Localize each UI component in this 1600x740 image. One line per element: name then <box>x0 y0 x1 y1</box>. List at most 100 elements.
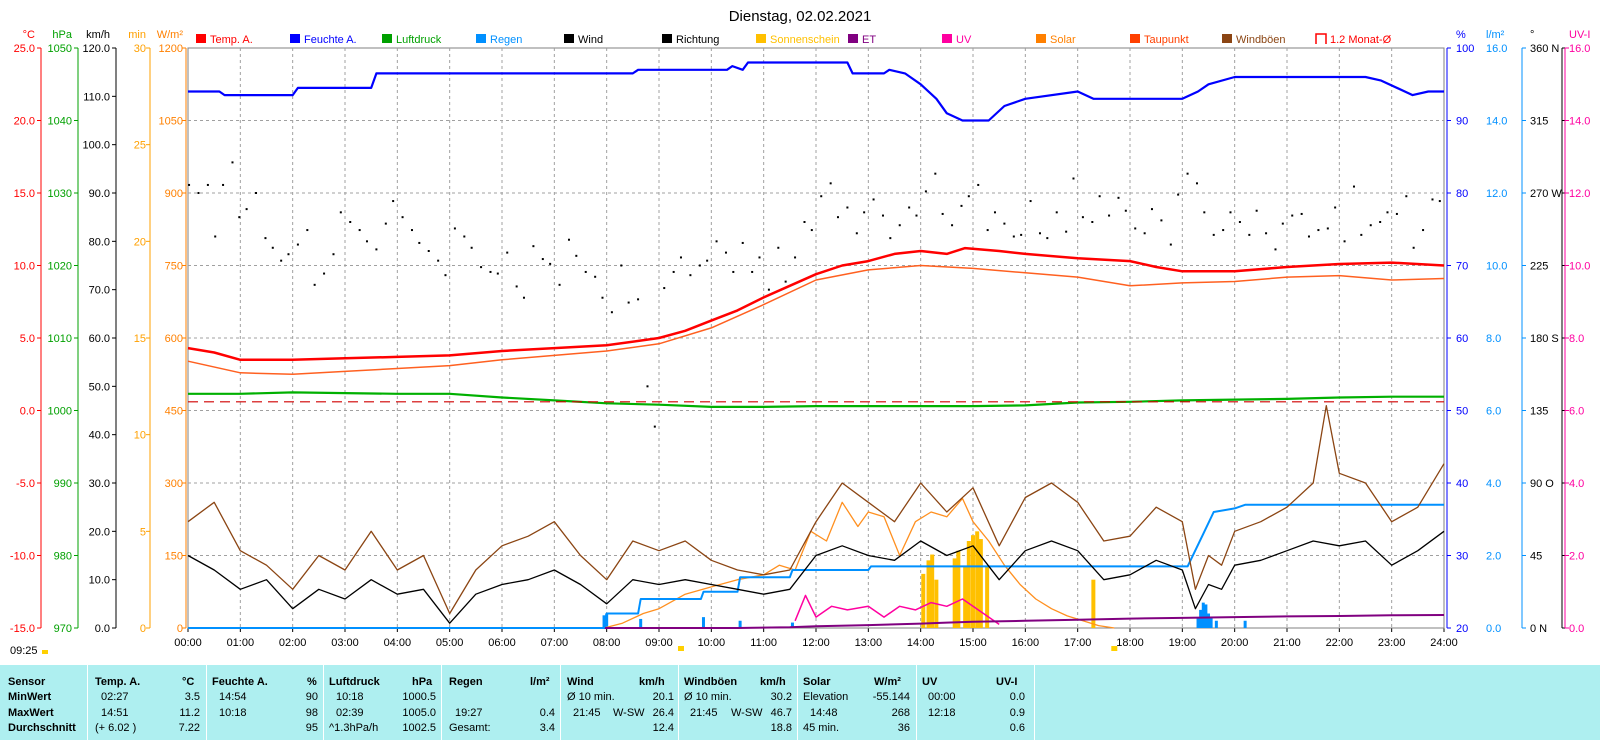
temp-unit: °C <box>182 676 195 688</box>
direction-point <box>977 183 980 186</box>
pressure-axis-tick-label: 1030 <box>48 188 72 200</box>
direction-point <box>245 208 248 211</box>
wind-axis-tick-label: 40.0 <box>89 430 110 442</box>
wind-min: 20.1 <box>652 691 674 703</box>
legend-swatch <box>290 34 300 43</box>
row-label-min: MinWert <box>8 691 52 703</box>
direction-point <box>1169 243 1172 246</box>
pressure-axis-unit: hPa <box>52 29 72 41</box>
uv-axis-tick-label: 2.0 <box>1569 551 1584 563</box>
chart-series <box>187 61 1445 629</box>
legend-swatch <box>1036 34 1046 43</box>
humidity-axis-tick-label: 40 <box>1456 478 1468 490</box>
gusts-min-label: Ø 10 min. <box>684 691 732 703</box>
humidity-avg: 95 <box>305 722 318 734</box>
direction-point <box>392 200 395 203</box>
legend-swatch <box>1222 34 1232 43</box>
rain-bar <box>1207 613 1210 628</box>
uv-axis-tick-label: 4.0 <box>1569 478 1584 490</box>
x-tick-label: 00:00 <box>174 637 202 649</box>
legend-swatch <box>662 34 672 43</box>
solar-title: Solar <box>803 676 831 688</box>
wind-unit: km/h <box>639 676 665 688</box>
legend-label: Taupunkt <box>1144 34 1189 46</box>
direction-point <box>444 274 447 277</box>
pressure-axis-tick-label: 1040 <box>48 116 72 128</box>
sunshine-bar <box>963 566 968 628</box>
direction-point <box>1291 214 1294 217</box>
direction-point <box>1395 212 1398 215</box>
rain-unit: l/m² <box>530 676 550 688</box>
wind-axis-tick-label: 100.0 <box>82 140 110 152</box>
direction-point <box>1117 196 1120 199</box>
direction-point <box>584 270 587 273</box>
direction-point <box>506 251 509 254</box>
current-time-label: 09:25 <box>10 645 38 657</box>
direction-point <box>627 301 630 304</box>
pressure-axis-tick-label: 1000 <box>48 406 72 418</box>
solar-axis-unit: W/m² <box>157 29 184 41</box>
wind-axis-tick-label: 90.0 <box>89 188 110 200</box>
direction-point <box>515 285 518 288</box>
pressure-unit: hPa <box>412 676 433 688</box>
direction-point <box>846 206 849 209</box>
direction-point <box>1307 235 1310 238</box>
direction-point <box>689 274 692 277</box>
solar-axis-tick-label: 300 <box>165 478 183 490</box>
humidity-axis-tick-label: 70 <box>1456 261 1468 273</box>
rain-axis-tick-label: 16.0 <box>1486 43 1507 55</box>
direction-point <box>1038 232 1041 235</box>
direction-point <box>855 232 858 235</box>
x-tick-label: 16:00 <box>1012 637 1040 649</box>
x-tick-label: 10:00 <box>698 637 726 649</box>
x-tick-label: 03:00 <box>331 637 359 649</box>
direction-point <box>1422 229 1425 232</box>
wind-avg: 12.4 <box>652 722 674 734</box>
legend-label: ET <box>862 34 876 46</box>
x-tick-label: 17:00 <box>1064 637 1092 649</box>
sunshine-axis-tick-label: 15 <box>134 333 146 345</box>
rain-bar <box>1196 617 1200 628</box>
sunshine-axis-tick-label: 5 <box>140 526 146 538</box>
legend-label: Richtung <box>676 34 719 46</box>
direction-axis-tick-label: 0 N <box>1530 623 1547 635</box>
series-line-luftdruck <box>188 391 1444 408</box>
direction-point <box>679 256 682 259</box>
solar-axis-tick-label: 450 <box>165 406 183 418</box>
direction-point <box>1238 221 1241 223</box>
direction-point <box>1098 195 1101 198</box>
direction-point <box>715 240 718 243</box>
direction-point <box>698 264 701 267</box>
temp-axis-tick-label: 0.0 <box>20 406 35 418</box>
temp-axis-unit: °C <box>23 29 35 41</box>
pressure-axis-tick-label: 1020 <box>48 261 72 273</box>
rain-axis-tick-label: 12.0 <box>1486 188 1507 200</box>
direction-point <box>758 256 761 259</box>
x-tick-label: 24:00 <box>1430 637 1458 649</box>
series-line-solar <box>603 497 1115 629</box>
temp-axis-tick-label: -5.0 <box>16 478 35 490</box>
humidity-axis-tick-label: 30 <box>1456 551 1468 563</box>
direction-point <box>238 216 241 219</box>
rain-axis-tick-label: 0.0 <box>1486 623 1501 635</box>
direction-point <box>1326 227 1329 230</box>
wind-axis-tick-label: 80.0 <box>89 236 110 248</box>
rain-bar <box>1209 617 1213 628</box>
direction-axis-tick-label: 45 <box>1530 551 1542 563</box>
direction-point <box>1274 248 1277 251</box>
sunshine-bar <box>978 539 983 628</box>
direction-point <box>594 275 597 278</box>
x-tick-label: 07:00 <box>541 637 569 649</box>
direction-point <box>1412 246 1415 249</box>
legend-swatch <box>382 34 392 43</box>
solar-axis-tick-label: 900 <box>165 188 183 200</box>
direction-axis-unit: ° <box>1530 29 1534 41</box>
solar-axis-tick-label: 1050 <box>159 116 183 128</box>
sunset-marker <box>1111 646 1118 651</box>
series-line-temp-a <box>187 246 1445 362</box>
direction-point <box>437 259 440 262</box>
direction-point <box>1020 233 1023 236</box>
solar-axis-tick-label: 600 <box>165 333 183 345</box>
direction-point <box>470 246 473 249</box>
legend-label: Sonnenschein <box>770 34 840 46</box>
